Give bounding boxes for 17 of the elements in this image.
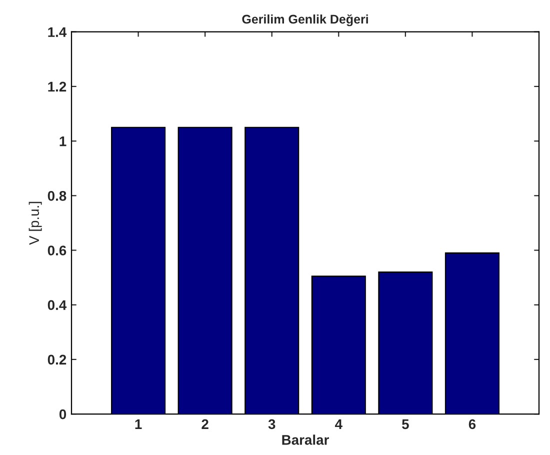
x-tick-label: 5 (402, 419, 409, 430)
y-tick-label: 1.4 (48, 27, 67, 37)
x-tick-label: 3 (268, 419, 276, 430)
x-axis-title: Baralar (282, 434, 329, 445)
y-axis-title: V [p.u.] (28, 202, 42, 245)
y-tick-label: 1 (60, 136, 66, 146)
y-tick-label: 1.2 (48, 82, 66, 92)
x-tick-label: 4 (334, 419, 342, 429)
y-tick-label: 0.4 (48, 300, 67, 310)
y-tick-label: 0.6 (48, 246, 66, 256)
y-tick-label: 0.2 (48, 354, 66, 365)
x-tick-label: 2 (202, 419, 208, 429)
x-tick-label: 1 (135, 419, 142, 429)
x-tick-label: 6 (468, 419, 476, 430)
y-tick-label: 0.8 (48, 190, 66, 201)
y-tick-label: 0 (59, 409, 66, 420)
chart-title: Gerilim Genlik Değeri (242, 14, 368, 26)
